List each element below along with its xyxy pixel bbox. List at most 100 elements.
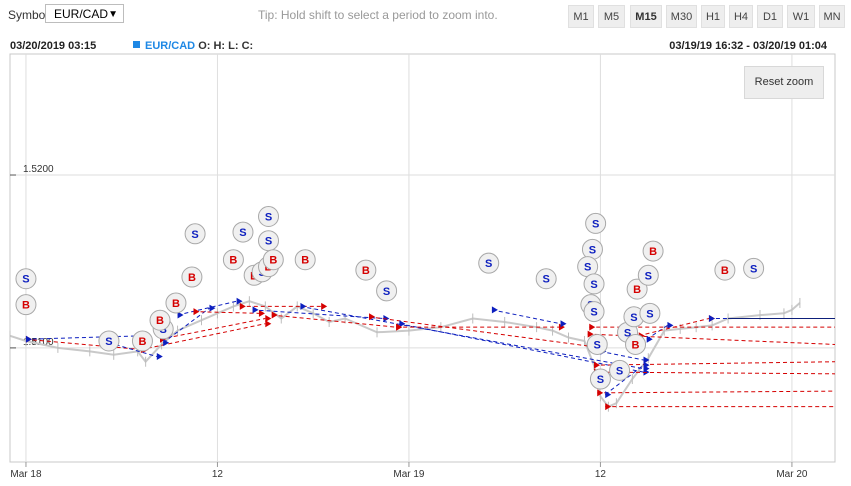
timeframe-button-h4[interactable]: H4	[729, 5, 753, 28]
trade-open-arrow	[646, 335, 653, 343]
trade-open-arrow	[597, 389, 604, 397]
x-tick-label: 12	[212, 469, 224, 480]
sell-marker[interactable]	[637, 264, 659, 286]
trade-open-arrow	[399, 320, 406, 328]
trade-line	[638, 318, 710, 337]
trade-line	[140, 323, 266, 351]
chevron-down-icon: ▼	[108, 9, 118, 20]
trade-open-arrow	[605, 391, 612, 399]
trade-open-arrow	[369, 313, 376, 321]
trade-close-arrow	[258, 309, 265, 317]
buy-marker[interactable]	[165, 292, 187, 314]
trade-line	[252, 309, 384, 320]
buy-marker[interactable]	[714, 259, 736, 281]
marker-label: S	[383, 286, 390, 298]
timeframe-button-m15[interactable]: M15	[630, 5, 662, 28]
sell-marker[interactable]	[258, 206, 280, 228]
marker-label: B	[138, 336, 146, 348]
trade-close-arrow	[236, 297, 243, 305]
marker-label: B	[632, 339, 640, 351]
x-tick-label: 12	[595, 469, 607, 480]
trade-line	[368, 316, 590, 347]
trade-line	[25, 338, 143, 351]
marker-label: B	[156, 315, 164, 327]
trade-close-arrow	[560, 320, 567, 328]
trade-close-arrow	[643, 356, 650, 364]
marker-label: S	[22, 274, 29, 286]
marker-label: S	[592, 218, 599, 230]
marker-label: S	[597, 374, 604, 386]
marker-label: S	[584, 262, 591, 274]
trade-open-arrow	[25, 335, 32, 343]
trade-close-arrow	[667, 321, 674, 329]
marker-label: B	[301, 255, 309, 267]
trade-open-arrow	[193, 308, 200, 316]
trade-open-arrow	[708, 315, 715, 323]
sell-marker[interactable]	[609, 359, 631, 381]
timeframe-button-m1[interactable]: M1	[568, 5, 594, 28]
marker-label: S	[589, 244, 596, 256]
buy-marker[interactable]	[355, 259, 377, 281]
toolbar: Symbol EUR/CAD ▼ Tip: Hold shift to sele…	[0, 0, 851, 32]
marker-label: S	[616, 365, 623, 377]
sell-marker[interactable]	[583, 273, 605, 295]
sell-marker[interactable]	[586, 333, 608, 355]
sell-marker[interactable]	[535, 268, 557, 290]
timeframe-button-w1[interactable]: W1	[787, 5, 815, 28]
trade-open-arrow	[300, 302, 307, 310]
timeframe-button-m5[interactable]: M5	[598, 5, 625, 28]
buy-marker[interactable]	[626, 278, 648, 300]
marker-label: B	[172, 298, 180, 310]
trade-close-arrow	[558, 323, 565, 331]
y-tick-label: 1.5200	[23, 164, 54, 175]
reset-zoom-button[interactable]: Reset zoom	[744, 66, 824, 99]
trade-open-arrow	[587, 330, 594, 338]
marker-label: S	[594, 339, 601, 351]
sell-marker[interactable]	[184, 223, 206, 245]
timeframe-button-mn[interactable]: MN	[819, 5, 845, 28]
sell-marker[interactable]	[585, 212, 607, 234]
legend-ohlc: O: H: L: C:	[198, 40, 254, 52]
marker-label: S	[645, 270, 652, 282]
trade-close-arrow	[643, 361, 650, 369]
buy-marker[interactable]	[222, 249, 244, 271]
marker-label: B	[721, 265, 729, 277]
buy-marker[interactable]	[149, 309, 171, 331]
sell-marker[interactable]	[639, 302, 661, 324]
buy-marker[interactable]	[181, 266, 203, 288]
buy-marker[interactable]	[625, 333, 647, 355]
symbol-value: EUR/CAD	[54, 7, 109, 21]
buy-marker[interactable]	[131, 330, 153, 352]
symbol-select[interactable]: EUR/CAD ▼	[45, 4, 124, 23]
trade-open-arrow	[271, 311, 278, 319]
trade-open-arrow	[594, 361, 601, 369]
buy-marker[interactable]	[642, 240, 664, 262]
buy-marker[interactable]	[262, 249, 284, 271]
timeframe-button-m30[interactable]: M30	[666, 5, 697, 28]
trade-open-arrow	[605, 403, 612, 411]
buy-marker[interactable]	[294, 249, 316, 271]
trade-open-arrow	[177, 311, 184, 319]
trade-line	[600, 350, 644, 361]
marker-label: S	[750, 263, 757, 275]
trade-close-arrow	[209, 304, 216, 312]
trade-line	[177, 300, 237, 316]
trade-line	[594, 361, 836, 366]
sell-marker[interactable]	[589, 368, 611, 390]
buy-marker[interactable]	[15, 294, 37, 316]
timeframe-button-h1[interactable]: H1	[701, 5, 725, 28]
marker-label: S	[646, 308, 653, 320]
marker-label: S	[191, 229, 198, 241]
sell-marker[interactable]	[15, 268, 37, 290]
sell-marker[interactable]	[232, 221, 254, 243]
sell-marker[interactable]	[376, 280, 398, 302]
date-range: 03/19/19 16:32 - 03/20/19 01:04	[669, 40, 827, 52]
sell-marker[interactable]	[583, 301, 605, 323]
timeframe-button-d1[interactable]: D1	[757, 5, 783, 28]
sell-marker[interactable]	[478, 252, 500, 274]
sell-marker[interactable]	[98, 330, 120, 352]
sell-marker[interactable]	[743, 257, 765, 279]
marker-label: B	[362, 265, 370, 277]
marker-label: S	[105, 336, 112, 348]
